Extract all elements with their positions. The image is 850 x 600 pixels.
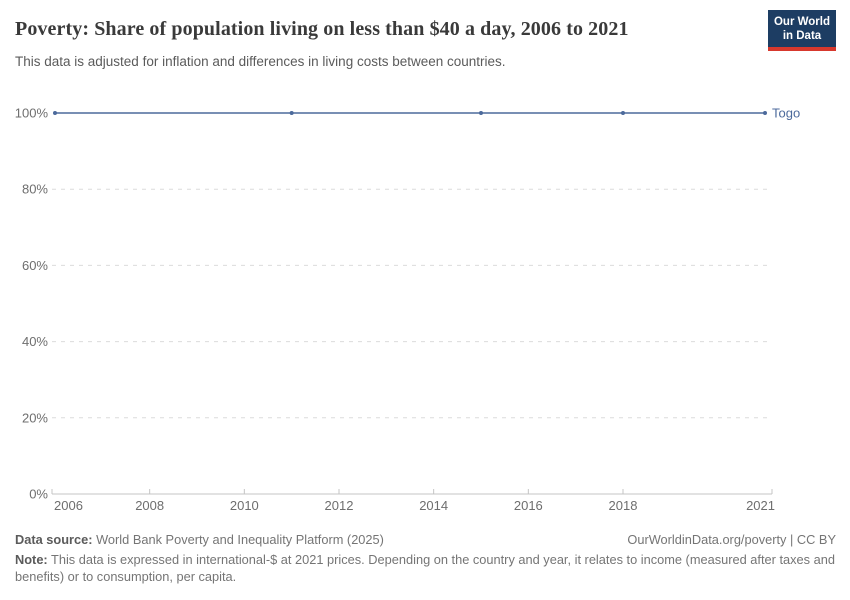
data-point[interactable] bbox=[763, 111, 767, 115]
data-source-line: Data source: World Bank Poverty and Ineq… bbox=[15, 531, 384, 548]
y-tick-label: 0% bbox=[29, 487, 48, 502]
x-tick-label: 2016 bbox=[514, 498, 543, 513]
note-label: Note: bbox=[15, 552, 48, 567]
y-tick-label: 20% bbox=[22, 410, 48, 425]
note-text: This data is expressed in international-… bbox=[15, 552, 835, 584]
x-tick-label: 2008 bbox=[135, 498, 164, 513]
chart-canvas[interactable]: 0% 20% 40% 60% 80% 100% 2006 2008 2010 2012 2014 20… bbox=[0, 0, 850, 525]
x-tick-label: 2014 bbox=[419, 498, 448, 513]
x-tick-label: 2021 bbox=[746, 498, 775, 513]
page-title: Poverty: Share of population living on l… bbox=[15, 18, 629, 40]
chart-subtitle: This data is adjusted for inflation and … bbox=[15, 54, 506, 69]
data-point[interactable] bbox=[53, 111, 57, 115]
x-tick-label: 2012 bbox=[325, 498, 354, 513]
data-point[interactable] bbox=[289, 111, 294, 115]
x-tick-label: 2006 bbox=[54, 498, 83, 513]
owid-logo-line2: in Data bbox=[782, 30, 822, 42]
owid-logo[interactable]: Our World in Data bbox=[768, 10, 836, 51]
y-tick-label: 80% bbox=[22, 182, 48, 197]
owid-logo-line1: Our World bbox=[773, 16, 830, 28]
attribution-link[interactable]: OurWorldinData.org/poverty | CC BY bbox=[627, 532, 836, 547]
y-tick-label: 100% bbox=[15, 106, 49, 121]
data-source-text: World Bank Poverty and Inequality Platfo… bbox=[92, 532, 384, 547]
data-point[interactable] bbox=[479, 111, 483, 115]
chart-header: Poverty: Share of population living on l… bbox=[15, 14, 835, 70]
data-point[interactable] bbox=[621, 111, 625, 115]
data-source-label: Data source: bbox=[15, 532, 93, 547]
x-tick-label: 2018 bbox=[609, 498, 638, 513]
y-tick-label: 40% bbox=[22, 334, 48, 349]
y-tick-label: 60% bbox=[22, 258, 48, 273]
series-end-label[interactable]: Togo bbox=[772, 106, 800, 121]
chart-footer: Data source: World Bank Poverty and Ineq… bbox=[15, 531, 836, 585]
x-tick-label: 2010 bbox=[230, 498, 259, 513]
